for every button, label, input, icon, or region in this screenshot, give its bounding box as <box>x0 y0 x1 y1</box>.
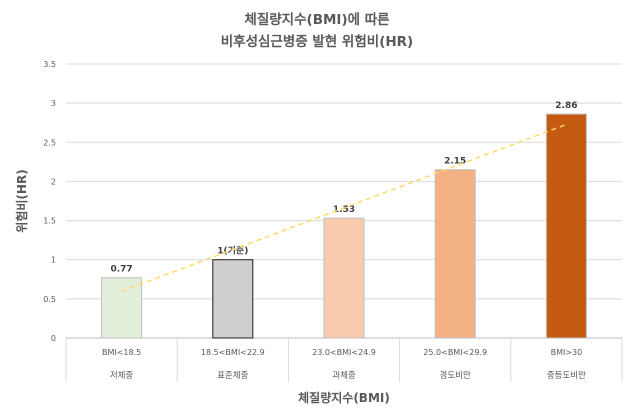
y-tick-label: 0.5 <box>43 295 56 304</box>
chart-subtitle: 비후성심근병증 발현 위험비(HR) <box>220 34 414 50</box>
x-tick-range: 23.0<BMI<24.9 <box>312 348 376 357</box>
data-label: 0.77 <box>110 265 132 275</box>
data-label: 2.86 <box>555 101 577 111</box>
y-tick-label: 2 <box>51 177 56 186</box>
data-label: 1(기준) <box>217 245 248 257</box>
x-tick-label: 중등도비만 <box>547 371 586 381</box>
y-tick-label: 0 <box>51 334 56 343</box>
bar <box>545 113 587 339</box>
x-tick-range: BMI>30 <box>551 348 583 357</box>
y-tick-label: 1.5 <box>43 217 56 226</box>
data-label: 2.15 <box>444 157 466 167</box>
bar <box>323 217 365 339</box>
bar <box>212 259 254 339</box>
x-tick-label: 과체중 <box>332 370 356 381</box>
x-tick-label: 경도비만 <box>440 370 471 381</box>
y-tick-label: 1 <box>51 256 56 265</box>
x-tick-range: 18.5<BMI<22.9 <box>201 348 265 357</box>
bar <box>101 277 143 339</box>
x-tick-label: 표준체중 <box>217 370 248 381</box>
y-tick-label: 2.5 <box>43 138 56 147</box>
x-axis-title: 체질량지수(BMI) <box>298 390 390 405</box>
chart-title: 체질량지수(BMI)에 따른 <box>244 12 390 28</box>
y-tick-label: 3 <box>51 99 56 108</box>
x-tick-range: BMI<18.5 <box>102 348 141 357</box>
data-label: 1.53 <box>333 205 355 215</box>
trendline <box>121 123 567 293</box>
y-tick-label: 3.5 <box>43 60 56 69</box>
x-tick-range: 25.0<BMI<29.9 <box>423 348 487 357</box>
x-tick-label: 저체중 <box>110 370 134 381</box>
bar <box>434 169 476 339</box>
y-axis-title: 위험비(HR) <box>14 169 29 232</box>
